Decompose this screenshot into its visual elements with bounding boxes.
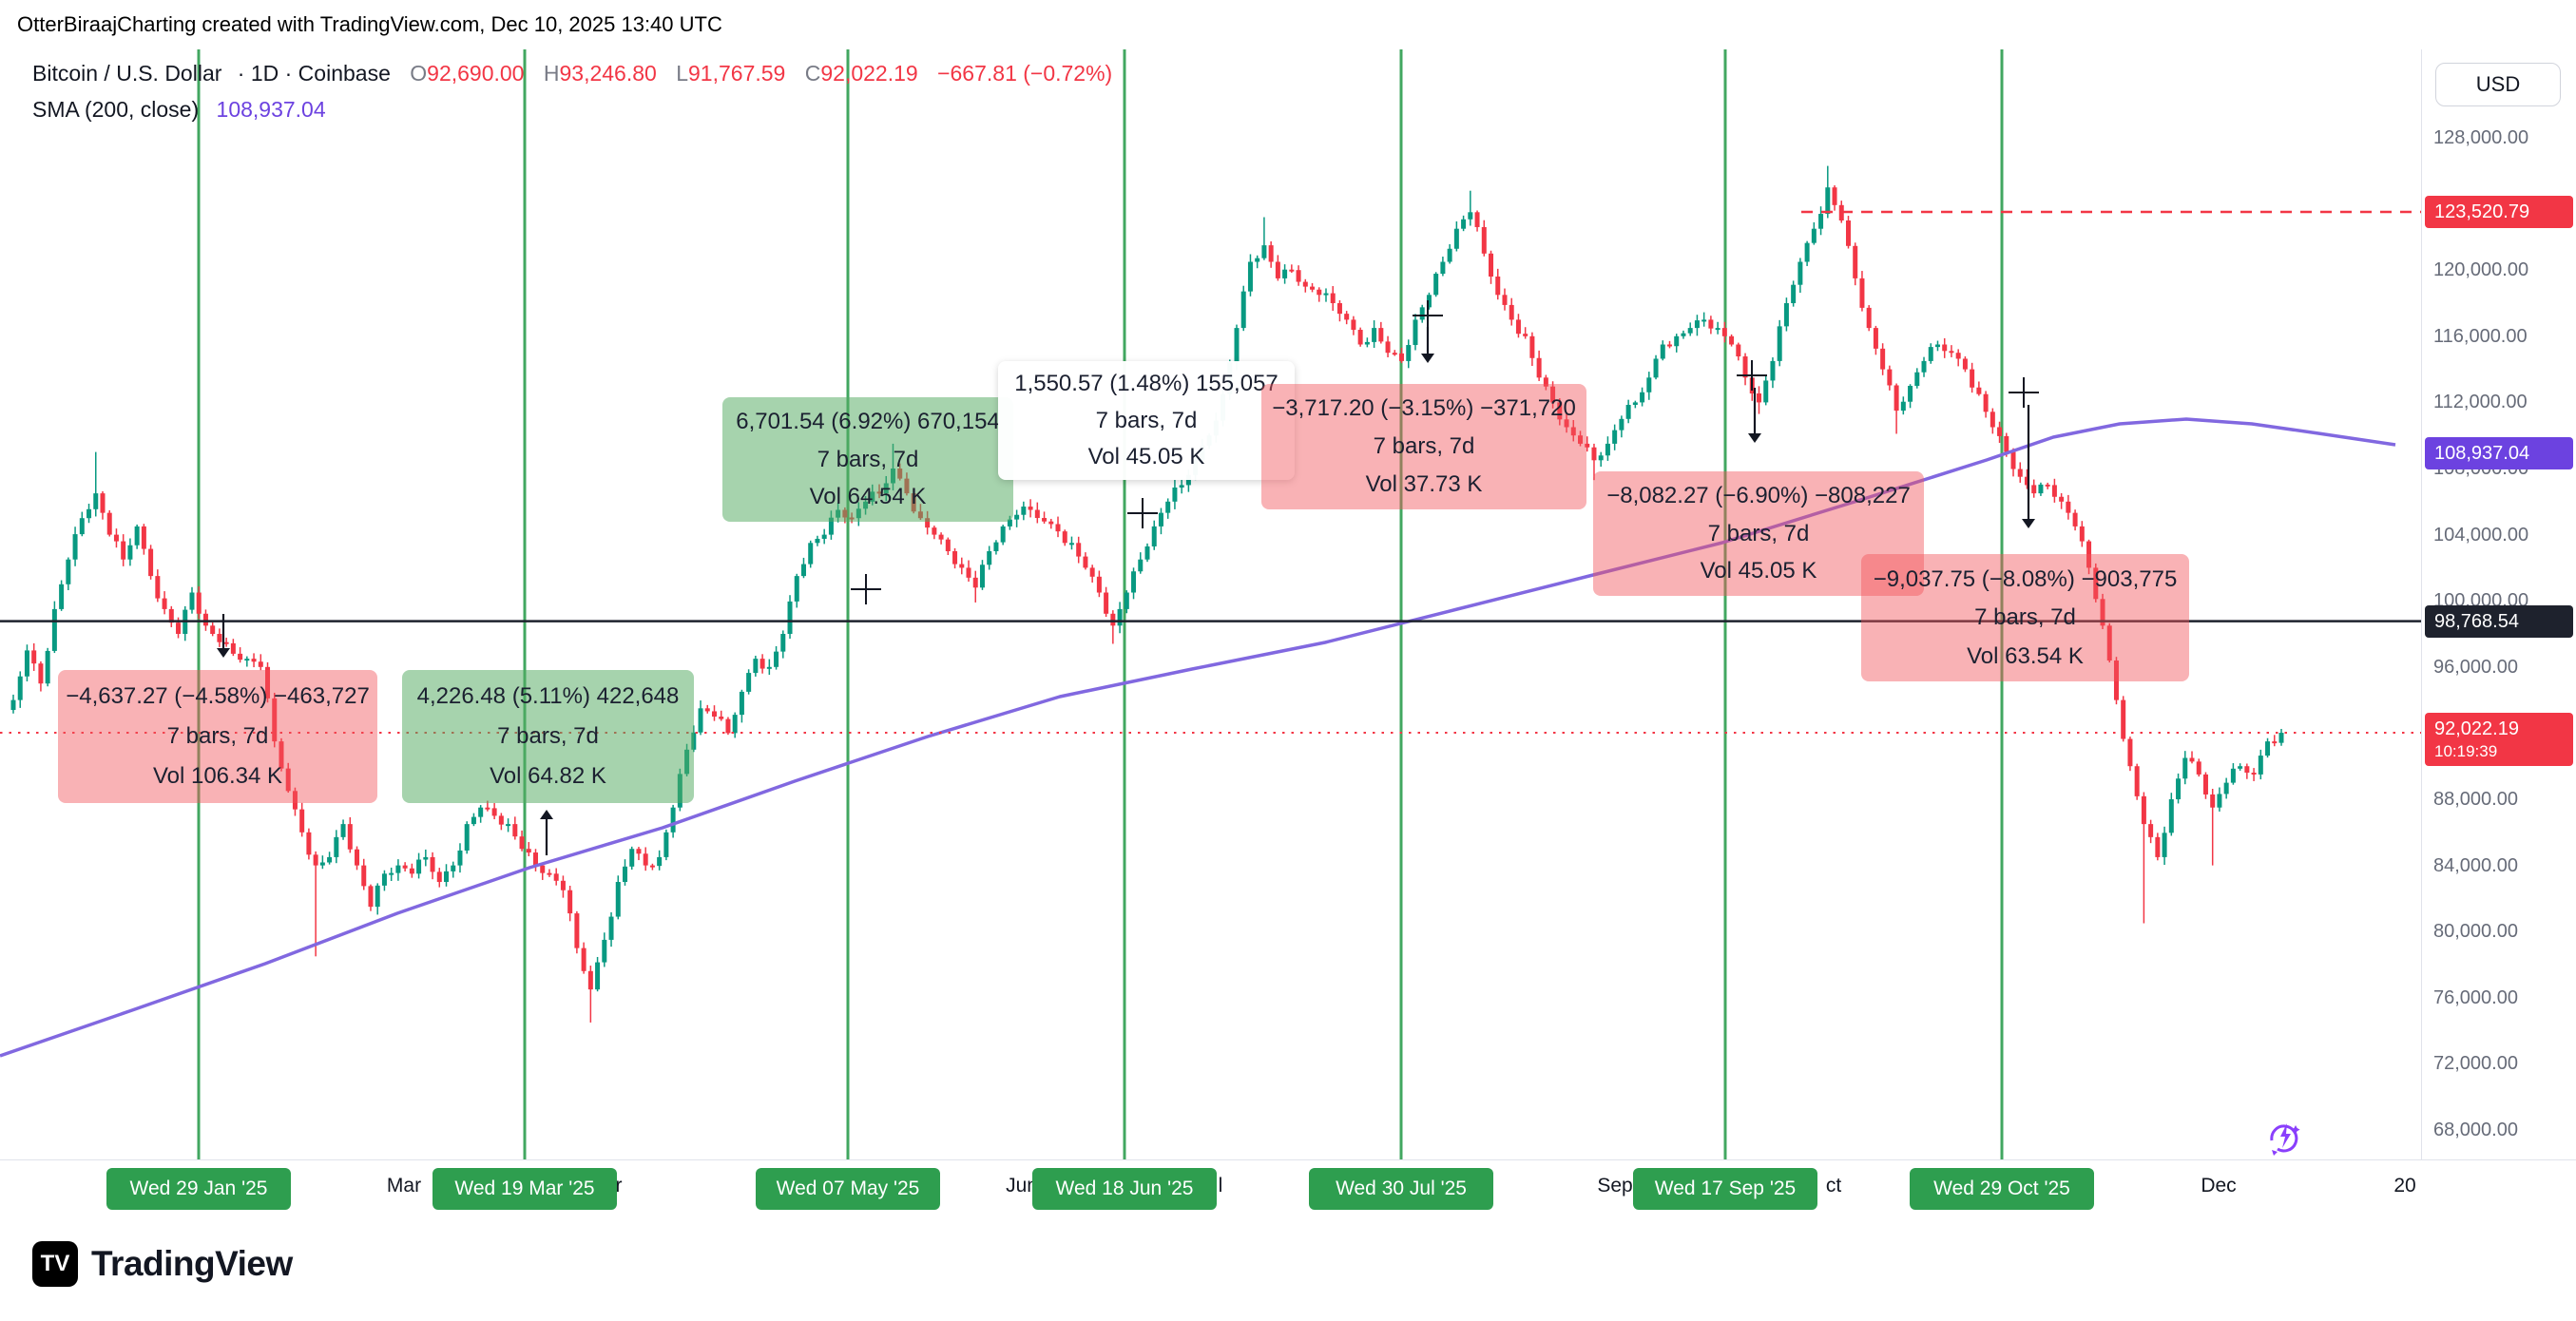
price-tick: 96,000.00 — [2433, 656, 2518, 678]
measurement-box[interactable]: −8,082.27 (−6.90%) −808,227 7 bars, 7d Vol… — [1593, 471, 1924, 596]
measurement-l1: −3,717.20 (−3.15%) −371,720 — [1272, 395, 1576, 421]
arrow-down-head — [217, 648, 230, 658]
arrow-down-head — [1421, 354, 1434, 363]
month-label: Mar — [386, 1175, 422, 1197]
price-tick: 116,000.00 — [2433, 325, 2528, 347]
watermark-text: OtterBiraajCharting created with Trading… — [17, 12, 722, 36]
measurement-l1: 4,226.48 (5.11%) 422,648 — [416, 683, 680, 709]
measurement-l1: 1,550.57 (1.48%) 155,057 — [1014, 371, 1278, 397]
chart-region[interactable] — [0, 49, 2421, 1159]
watermark-titlebar: OtterBiraajCharting created with Trading… — [0, 0, 2576, 49]
measurement-box[interactable]: 4,226.48 (5.11%) 422,648 7 bars, 7d Vol 64… — [402, 670, 694, 803]
measurement-l3: Vol 37.73 K — [1365, 471, 1483, 497]
page-footer: TV TradingView — [0, 1213, 2576, 1321]
date-marker-button[interactable]: Wed 19 Mar '25 — [433, 1168, 617, 1210]
tradingview-brand-name: TradingView — [91, 1244, 293, 1283]
sma-line[interactable] — [0, 417, 2396, 1058]
measurement-l1: −8,082.27 (−6.90%) −808,227 — [1606, 482, 1911, 508]
price-tick: 80,000.00 — [2433, 921, 2518, 943]
date-marker-button[interactable]: Wed 17 Sep '25 — [1633, 1168, 1817, 1210]
price-label-level-98768: 98,768.54 — [2425, 604, 2573, 638]
date-marker-button[interactable]: Wed 29 Jan '25 — [106, 1168, 291, 1210]
date-marker-button[interactable]: Wed 07 May '25 — [756, 1168, 940, 1210]
measurement-l2: 7 bars, 7d — [1095, 407, 1198, 433]
tradingview-logo-icon: TV — [32, 1241, 78, 1287]
measurement-l2: 7 bars, 7d — [1373, 433, 1475, 459]
price-label-value: 92,022.19 — [2434, 718, 2519, 740]
price-label-value: 108,937.04 — [2434, 442, 2530, 464]
measurement-l2: 7 bars, 7d — [1707, 520, 1810, 546]
price-tick: 84,000.00 — [2433, 854, 2518, 876]
sparkle-lightning-icon[interactable] — [2264, 1118, 2302, 1156]
measurement-l2: 7 bars, 7d — [1974, 604, 2076, 630]
measurement-l2: 7 bars, 7d — [166, 723, 269, 749]
measurement-box[interactable]: 1,550.57 (1.48%) 155,057 7 bars, 7d Vol 45… — [998, 361, 1295, 480]
month-label: l — [1218, 1175, 1223, 1197]
price-axis[interactable]: USD 128,000.00124,000.00120,000.00116,00… — [2421, 49, 2576, 1159]
date-marker-button[interactable]: Wed 18 Jun '25 — [1032, 1168, 1217, 1210]
price-tick: 88,000.00 — [2433, 789, 2518, 810]
month-label: Sep — [1597, 1175, 1633, 1197]
price-label-level-123520: 123,520.79 — [2425, 195, 2573, 228]
measurement-l3: Vol 106.34 K — [152, 763, 283, 789]
month-label: ct — [1825, 1175, 1842, 1197]
arrow-down-head — [2022, 519, 2035, 528]
date-marker-button[interactable]: Wed 29 Oct '25 — [1910, 1168, 2094, 1210]
price-label-sma-108937: 108,937.04 — [2425, 436, 2573, 469]
currency-button[interactable]: USD — [2435, 63, 2561, 106]
measurement-box[interactable]: 6,701.54 (6.92%) 670,154 7 bars, 7d Vol 64… — [722, 397, 1013, 522]
price-tick: 104,000.00 — [2433, 524, 2529, 546]
measurement-l2: 7 bars, 7d — [817, 446, 919, 472]
price-label-value: 98,768.54 — [2434, 610, 2519, 632]
measurement-l3: Vol 45.05 K — [1700, 558, 1817, 584]
price-tick: 128,000.00 — [2433, 127, 2529, 148]
date-marker-button[interactable]: Wed 30 Jul '25 — [1309, 1168, 1493, 1210]
symbol-title[interactable]: Bitcoin / U.S. Dollar — [32, 61, 222, 86]
arrow-up-head — [540, 810, 553, 819]
measurement-l2: 7 bars, 7d — [497, 723, 599, 749]
tradingview-logo[interactable]: TV TradingView — [32, 1241, 293, 1287]
month-label: r — [615, 1175, 623, 1197]
price-tick: 112,000.00 — [2433, 392, 2528, 413]
measurement-l3: Vol 63.54 K — [1967, 642, 2084, 669]
price-label-last-92022: 92,022.19 10:19:39 — [2425, 713, 2573, 767]
month-label: Jun — [1006, 1175, 1038, 1197]
measurement-l1: −4,637.27 (−4.58%) −463,727 — [66, 683, 370, 709]
measurement-box[interactable]: −4,637.27 (−4.58%) −463,727 7 bars, 7d Vol… — [58, 670, 377, 803]
price-tick: 68,000.00 — [2433, 1120, 2518, 1141]
month-label: 20 — [2393, 1175, 2416, 1197]
price-label-value: 123,520.79 — [2434, 201, 2530, 222]
measurement-l1: −9,037.75 (−8.08%) −903,775 — [1873, 565, 2178, 592]
price-tick: 120,000.00 — [2433, 259, 2529, 281]
measurement-box[interactable]: −3,717.20 (−3.15%) −371,720 7 bars, 7d Vol… — [1261, 384, 1586, 509]
arrow-down-head — [1748, 433, 1761, 443]
measurement-l3: Vol 45.05 K — [1087, 443, 1205, 469]
measurement-l3: Vol 64.82 K — [490, 763, 606, 789]
price-tick: 76,000.00 — [2433, 986, 2518, 1008]
price-tick: 72,000.00 — [2433, 1053, 2518, 1075]
measurement-l3: Vol 64.54 K — [809, 484, 927, 510]
measurement-l1: 6,701.54 (6.92%) 670,154 — [736, 408, 1000, 434]
month-label: Dec — [2201, 1175, 2237, 1197]
measurement-box[interactable]: −9,037.75 (−8.08%) −903,775 7 bars, 7d Vol… — [1861, 554, 2189, 681]
bar-countdown: 10:19:39 — [2434, 742, 2498, 761]
time-axis[interactable]: Mar r Jun l Sep ct Dec 20 Wed 29 Jan '25 Wed 19 M… — [0, 1159, 2576, 1213]
